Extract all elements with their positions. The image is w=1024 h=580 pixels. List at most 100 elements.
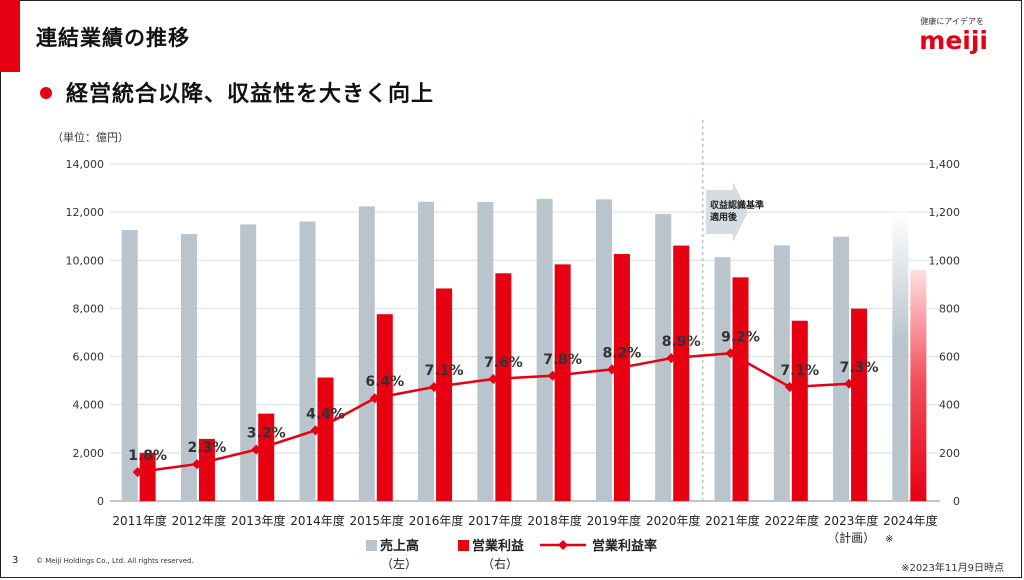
sales-bar: [595, 199, 612, 501]
y-right-tick-label: 1,200: [929, 206, 961, 219]
x-tick-label: 2011年度: [112, 513, 167, 528]
margin-data-label: 6.4%: [365, 374, 404, 390]
x-tick-label: 2021年度: [705, 513, 760, 528]
legend-profit-label: 営業利益: [472, 538, 524, 554]
y-right-tick-label: 1,400: [929, 158, 961, 171]
margin-point: [251, 444, 262, 455]
margin-data-label: 7.8%: [543, 352, 582, 368]
y-left-tick-label: 14,000: [66, 158, 105, 171]
profit-bar: [732, 277, 749, 501]
margin-data-label: 9.2%: [721, 329, 760, 345]
x-tick-label: 2023年度: [824, 513, 879, 528]
bullet-icon: [40, 87, 52, 99]
x-tick-label: 2024年度: [883, 513, 938, 528]
margin-point: [369, 393, 380, 404]
margin-data-label: 2.3%: [188, 440, 227, 456]
sales-bar: [655, 214, 672, 501]
margin-data-label: 7.3%: [840, 360, 879, 376]
margin-point: [725, 348, 736, 359]
legend-margin-marker: [558, 540, 568, 550]
x-tick-label: 2016年度: [409, 513, 464, 528]
x-tick-label: 2019年度: [587, 513, 642, 528]
profit-bar: [139, 452, 156, 501]
sales-bar: [536, 198, 553, 501]
sales-bar: [477, 202, 494, 502]
sales-bar-plan: [892, 212, 909, 501]
y-left-tick-label: 4,000: [73, 399, 105, 412]
copyright: © Meiji Holdings Co., Ltd. All rights re…: [36, 557, 194, 565]
margin-point: [606, 364, 617, 375]
sales-bar: [299, 221, 316, 502]
legend-margin-label: 営業利益率: [592, 538, 657, 554]
margin-point: [191, 459, 202, 470]
date-note: ※2023年11月9日時点: [901, 563, 1004, 574]
sales-bar: [180, 234, 197, 501]
annotation-line-2: 適用後: [710, 211, 738, 223]
margin-data-label: 1.8%: [128, 448, 167, 464]
page-subtitle: 経営統合以降、収益性を大きく向上: [40, 76, 434, 108]
profit-bar: [317, 377, 334, 501]
margin-point: [844, 378, 855, 389]
y-right-tick-label: 200: [939, 447, 960, 460]
profit-bar: [376, 314, 393, 501]
x-tick-label: 2022年度: [765, 513, 820, 528]
x-tick-label: 2015年度: [350, 513, 405, 528]
margin-data-label: 3.2%: [247, 426, 286, 442]
annotation-line-1: 収益認識基準: [710, 199, 764, 211]
margin-point: [666, 353, 677, 364]
x-tick-label: 2017年度: [468, 513, 523, 528]
legend-profit-swatch: [458, 540, 469, 551]
y-left-tick-label: 10,000: [66, 254, 105, 267]
meiji-logo: meiji: [919, 26, 988, 55]
margin-point: [547, 370, 558, 381]
y-right-tick-label: 600: [939, 351, 960, 364]
profit-bar: [554, 264, 571, 501]
y-right-tick-label: 1,000: [929, 254, 961, 267]
profit-bar: [613, 254, 630, 501]
logo-tagline: 健康にアイデアを: [920, 17, 984, 26]
sales-bar: [833, 236, 850, 501]
margin-point: [784, 382, 795, 393]
unit-label: （単位：億円）: [52, 130, 129, 144]
y-right-tick-label: 800: [939, 302, 960, 315]
x-tick-label: 2020年度: [646, 513, 701, 528]
profit-bar: [495, 273, 512, 501]
subtitle-text: 経営統合以降、収益性を大きく向上: [66, 82, 435, 107]
y-right-tick-label: 400: [939, 399, 960, 412]
profit-bar: [258, 413, 275, 501]
sales-bar: [240, 224, 257, 501]
margin-data-label: 7.6%: [484, 355, 523, 371]
margin-data-label: 7.1%: [425, 363, 464, 379]
margin-data-label: 7.1%: [780, 363, 819, 379]
legend-sales-axis: （左）: [381, 556, 417, 571]
margin-data-label: 8.9%: [662, 334, 701, 350]
legend-sales-swatch: [366, 540, 377, 551]
profit-bar-plan: [910, 269, 927, 501]
y-right-tick-label: 0: [953, 495, 960, 508]
y-left-tick-label: 2,000: [73, 447, 105, 460]
profit-bar: [673, 245, 690, 501]
sales-bar: [773, 245, 790, 501]
legend-sales-label: 売上高: [380, 538, 419, 554]
x-tick-label: 2013年度: [231, 513, 286, 528]
y-left-tick-label: 6,000: [73, 351, 105, 364]
y-left-tick-label: 12,000: [66, 206, 105, 219]
plan-note: （計画）: [827, 530, 875, 545]
plan-mark: ※: [885, 534, 893, 545]
x-tick-label: 2012年度: [172, 513, 227, 528]
page-title: 連結業績の推移: [36, 26, 190, 50]
x-tick-label: 2014年度: [290, 513, 345, 528]
margin-point: [310, 425, 321, 436]
sales-bar: [714, 257, 731, 501]
legend-profit-axis: （右）: [482, 556, 518, 571]
profit-bar: [851, 308, 868, 501]
page-number: 3: [12, 555, 19, 566]
margin-data-label: 8.2%: [603, 345, 642, 361]
y-left-tick-label: 8,000: [73, 302, 105, 315]
sales-bar: [358, 206, 375, 501]
margin-data-label: 4.4%: [306, 406, 345, 422]
sales-bar: [121, 229, 138, 501]
x-tick-label: 2018年度: [527, 513, 582, 528]
